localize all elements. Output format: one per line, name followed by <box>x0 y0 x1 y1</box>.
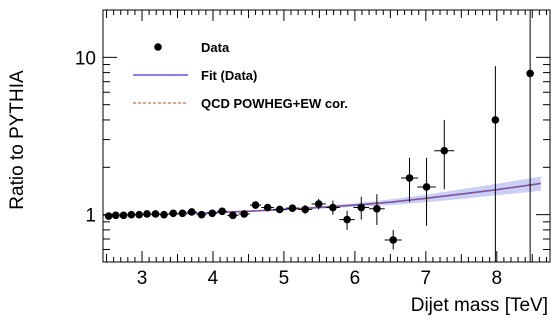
data-marker <box>263 203 272 212</box>
data-point <box>207 209 218 218</box>
data-point <box>151 210 160 218</box>
data-marker <box>288 204 297 212</box>
data-marker <box>405 174 414 182</box>
data-point <box>261 203 274 212</box>
data-marker <box>135 210 143 219</box>
data-marker <box>251 201 260 209</box>
data-points-layer <box>104 10 534 262</box>
data-marker <box>127 210 136 219</box>
data-point <box>325 200 340 215</box>
data-marker <box>229 211 237 220</box>
data-point <box>249 201 262 209</box>
data-marker <box>151 210 160 218</box>
data-marker <box>329 203 337 212</box>
data-point <box>298 205 313 214</box>
data-marker <box>208 209 217 218</box>
data-marker <box>119 211 128 220</box>
data-point <box>143 210 151 218</box>
legend-item: Fit (Data) <box>133 68 257 83</box>
legend: Data Fit (Data) QCD POWHEG+EW cor. <box>133 40 348 111</box>
data-marker <box>389 236 397 244</box>
x-axis-title: Dijet mass [TeV] <box>411 295 548 316</box>
data-point <box>196 210 207 219</box>
data-point <box>369 194 385 225</box>
legend-label: Data <box>201 40 230 55</box>
data-marker <box>169 209 178 218</box>
data-point <box>273 205 287 214</box>
y-tick-label: 10 <box>75 48 96 69</box>
x-tick-label: 7 <box>421 268 432 289</box>
data-point <box>217 207 228 216</box>
data-point <box>168 209 178 218</box>
data-point <box>111 211 120 220</box>
data-point <box>417 157 436 226</box>
data-marker <box>178 209 187 218</box>
fit-uncertainty-band <box>103 176 541 216</box>
fit-uncertainty-band-layer <box>103 176 541 216</box>
data-point <box>227 211 239 220</box>
data-point <box>491 66 500 262</box>
data-marker <box>160 210 168 219</box>
plot-frame <box>102 9 551 263</box>
x-tick-label: 3 <box>137 268 148 289</box>
data-marker <box>526 69 534 78</box>
data-marker <box>111 211 120 220</box>
data-point <box>384 229 402 250</box>
data-marker <box>197 210 206 219</box>
x-tick-label: 8 <box>491 268 502 289</box>
data-marker <box>240 210 248 218</box>
data-point <box>119 211 128 220</box>
legend-marker <box>154 43 162 51</box>
y-tick-label: 1 <box>85 206 96 227</box>
data-marker <box>301 205 310 214</box>
x-tick-label: 6 <box>350 268 361 289</box>
data-marker <box>143 210 151 218</box>
data-marker <box>314 200 323 208</box>
data-marker <box>373 204 381 213</box>
data-point <box>238 210 250 218</box>
data-marker <box>218 207 226 216</box>
data-marker <box>357 203 366 212</box>
data-point <box>401 157 419 203</box>
data-point <box>127 210 136 219</box>
data-marker <box>187 208 196 216</box>
data-point <box>311 198 326 210</box>
data-marker <box>440 146 449 155</box>
data-marker <box>343 215 351 224</box>
x-tick-label: 5 <box>279 268 290 289</box>
data-point <box>186 208 197 216</box>
axis-ticks-layer: 3 4 5 6 7 8 1 10 <box>75 9 550 289</box>
data-point <box>526 10 534 262</box>
data-point <box>286 204 299 212</box>
data-marker <box>422 183 431 191</box>
legend-item: QCD POWHEG+EW cor. <box>133 96 348 111</box>
legend-label: QCD POWHEG+EW cor. <box>201 96 348 111</box>
data-point <box>353 196 370 220</box>
data-point <box>434 119 455 190</box>
legend-item: Data <box>154 40 230 55</box>
y-axis-title: Ratio to PYTHIA <box>7 70 28 210</box>
x-tick-label: 4 <box>208 268 219 289</box>
data-point <box>178 209 187 218</box>
data-marker <box>104 212 113 220</box>
data-marker <box>491 116 500 124</box>
data-marker <box>275 205 284 214</box>
data-point <box>159 210 169 219</box>
data-point <box>135 210 143 219</box>
legend-label: Fit (Data) <box>201 68 257 83</box>
data-point <box>104 212 113 220</box>
data-point <box>339 210 355 230</box>
